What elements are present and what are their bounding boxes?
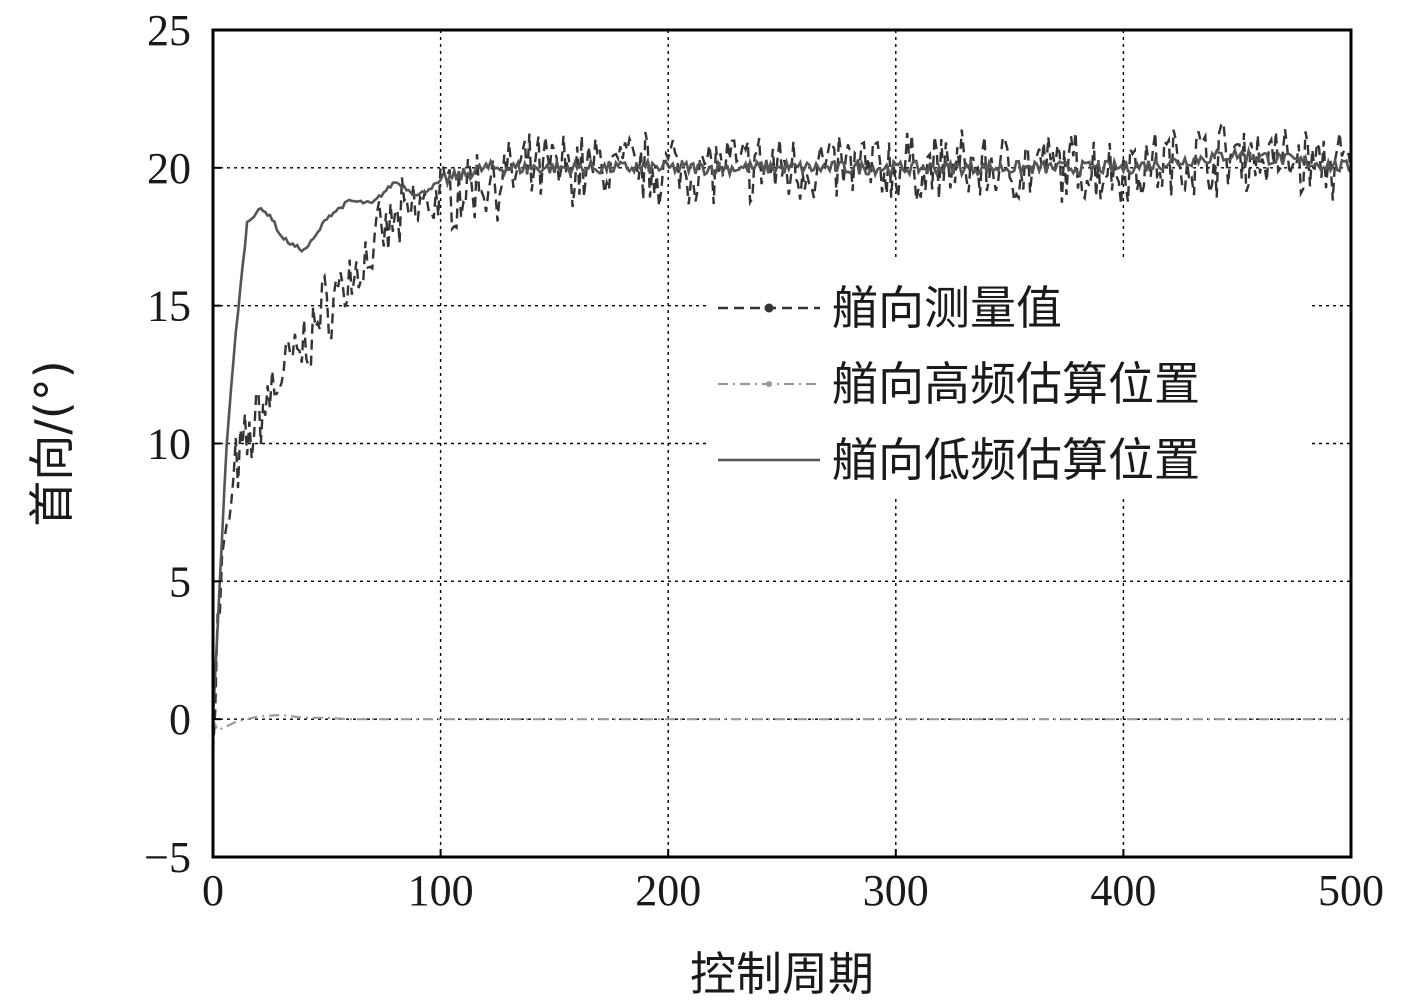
- legend-background: [710, 260, 1310, 498]
- y-tick-label: −5: [144, 833, 191, 882]
- legend-label-1: 艏向测量值: [832, 281, 1062, 335]
- legend-marker-1: [764, 303, 774, 313]
- y-axis-title: 首向/(°): [25, 360, 79, 526]
- y-tick-label: 25: [147, 6, 191, 55]
- series-layer: [211, 120, 1353, 752]
- series-line-2: [211, 713, 1351, 732]
- y-tick-label: 20: [147, 144, 191, 193]
- legend-label-2: 艏向高频估算位置: [832, 357, 1200, 411]
- x-tick-label: 200: [635, 866, 701, 915]
- legend-label-3: 艏向低频估算位置: [832, 433, 1200, 487]
- x-axis-title: 控制周期: [690, 947, 874, 1001]
- y-tick-label: 5: [169, 557, 191, 606]
- legend-marker-2: [766, 381, 772, 387]
- y-tick-label: 0: [169, 695, 191, 744]
- series-line-1: [211, 120, 1353, 752]
- x-tick-label: 300: [863, 866, 929, 915]
- x-tick-label: 100: [408, 866, 474, 915]
- x-tick-label: 500: [1318, 866, 1384, 915]
- series-line-3: [211, 145, 1352, 718]
- y-tick-label: 15: [147, 282, 191, 331]
- x-tick-label: 0: [202, 866, 224, 915]
- y-tick-label: 10: [147, 420, 191, 469]
- x-tick-label: 400: [1090, 866, 1156, 915]
